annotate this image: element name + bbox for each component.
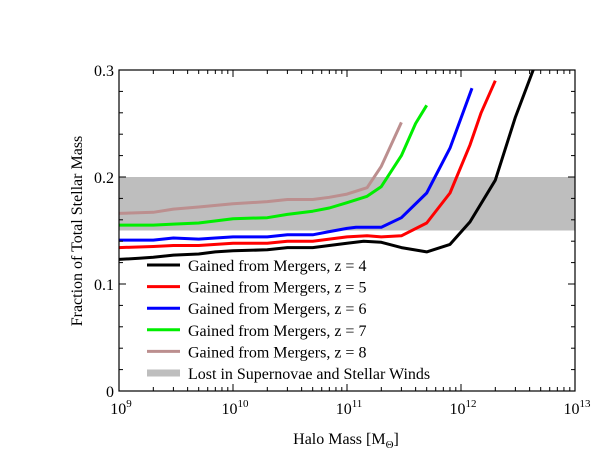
y-tick-label: 0.2 [94,170,114,187]
series-line-z5 [119,80,497,250]
x-tick-label: 109 [110,398,132,418]
y-tick-label: 0.1 [94,277,114,294]
legend-label: Gained from Mergers, z = 8 [188,344,366,361]
legend-label: Gained from Mergers, z = 7 [188,323,366,340]
legend: Gained from Mergers, z = 4 Gained from Me… [147,258,430,383]
tick-layer: 109 1010 1011 1012 1013 0 0.1 0.2 0.3 [94,63,591,418]
series-line-z6 [119,87,474,242]
legend-label: Lost in Supernovae and Stellar Winds [188,366,430,383]
series-line-z7 [119,104,428,227]
legend-label: Gained from Mergers, z = 6 [188,301,366,318]
series-layer [119,70,535,261]
x-tick-label: 1013 [564,398,592,418]
x-tick-label: 1011 [336,398,363,418]
y-tick-label: 0.3 [94,63,114,80]
x-axis-label-subscript: Θ [386,439,394,451]
x-tick-label: 1012 [450,398,477,418]
x-tick-label: 1010 [222,398,250,418]
series-line-z4 [119,70,535,261]
y-tick-label: 0 [106,384,114,401]
x-axis-label: Halo Mass [MΘ] [293,431,399,451]
x-axis-label-end: ] [394,431,399,448]
series-line-z8 [119,121,403,215]
legend-label: Gained from Mergers, z = 5 [188,280,366,297]
legend-label: Gained from Mergers, z = 4 [188,258,366,275]
y-axis-label: Fraction of Total Stellar Mass [69,136,86,327]
